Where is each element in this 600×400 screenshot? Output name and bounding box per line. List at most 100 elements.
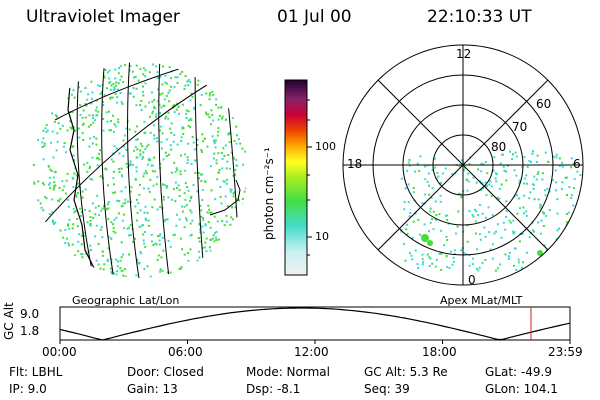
speckle bbox=[131, 70, 134, 73]
speckle bbox=[66, 237, 68, 240]
speckle bbox=[158, 243, 161, 246]
speckle bbox=[434, 200, 437, 203]
speckle bbox=[229, 190, 232, 193]
speckle bbox=[73, 96, 76, 99]
speckle bbox=[468, 162, 471, 165]
speckle bbox=[483, 226, 486, 229]
speckle bbox=[515, 194, 518, 197]
speckle bbox=[109, 129, 112, 132]
speckle bbox=[166, 218, 169, 221]
speckle bbox=[199, 173, 202, 176]
speckle bbox=[108, 77, 111, 80]
speckle bbox=[541, 211, 544, 214]
speckle bbox=[530, 161, 533, 164]
speckle bbox=[182, 127, 185, 130]
speckle bbox=[170, 148, 173, 151]
speckle bbox=[203, 137, 206, 140]
speckle bbox=[501, 153, 503, 156]
speckle bbox=[205, 92, 208, 95]
speckle bbox=[89, 224, 92, 227]
speckle bbox=[156, 71, 159, 74]
speckle bbox=[119, 78, 122, 81]
speckle bbox=[173, 161, 176, 164]
speckle bbox=[142, 239, 145, 242]
speckle bbox=[204, 180, 207, 183]
speckle bbox=[135, 219, 138, 222]
speckle bbox=[409, 212, 412, 214]
status-glat: GLat: -49.9 bbox=[485, 365, 552, 379]
speckle bbox=[201, 173, 204, 176]
speckle bbox=[190, 119, 193, 121]
speckle bbox=[52, 221, 55, 224]
speckle bbox=[215, 236, 217, 239]
speckle bbox=[514, 151, 517, 154]
speckle bbox=[553, 155, 556, 158]
speckle bbox=[99, 228, 102, 231]
speckle bbox=[132, 149, 135, 152]
speckle bbox=[129, 190, 132, 193]
speckle bbox=[193, 107, 195, 110]
speckle bbox=[480, 162, 483, 165]
speckle bbox=[113, 218, 116, 221]
speckle bbox=[142, 175, 145, 178]
speckle bbox=[168, 66, 171, 69]
speckle bbox=[219, 195, 222, 198]
speckle bbox=[151, 206, 154, 209]
speckle bbox=[558, 164, 561, 167]
lat-label-70: 70 bbox=[512, 120, 528, 134]
speckle bbox=[99, 267, 102, 270]
speckle bbox=[90, 102, 93, 105]
speckle bbox=[211, 90, 214, 93]
speckle bbox=[494, 269, 497, 272]
speckle bbox=[125, 127, 128, 130]
speckle bbox=[242, 202, 245, 205]
speckle bbox=[100, 91, 103, 93]
speckle bbox=[436, 172, 439, 174]
speckle bbox=[124, 275, 127, 278]
speckle bbox=[178, 195, 181, 198]
speckle bbox=[200, 149, 203, 151]
speckle bbox=[169, 245, 172, 248]
speckle bbox=[221, 220, 224, 223]
speckle bbox=[220, 202, 223, 205]
speckle bbox=[182, 133, 185, 135]
speckle bbox=[119, 259, 122, 262]
speckle bbox=[133, 237, 136, 240]
altitude-plot bbox=[59, 306, 571, 344]
speckle bbox=[424, 178, 427, 181]
speckle bbox=[152, 124, 155, 127]
speckle bbox=[512, 230, 515, 233]
speckle bbox=[215, 162, 218, 165]
speckle bbox=[147, 219, 150, 222]
colorbar-tick-10: 10 bbox=[315, 230, 329, 243]
speckle bbox=[97, 243, 100, 246]
status-gain: Gain: 13 bbox=[127, 382, 178, 396]
speckle bbox=[135, 166, 138, 169]
speckle bbox=[45, 130, 48, 133]
speckle bbox=[435, 258, 438, 261]
speckle bbox=[96, 194, 99, 197]
speckle bbox=[535, 178, 538, 181]
speckle bbox=[82, 139, 85, 141]
speckle bbox=[576, 213, 579, 216]
speckle bbox=[200, 209, 203, 212]
speckle bbox=[406, 223, 409, 226]
speckle bbox=[414, 170, 416, 173]
mlt-line-diag2 bbox=[377, 79, 549, 251]
speckle bbox=[479, 204, 481, 206]
speckle bbox=[508, 219, 511, 222]
speckle bbox=[54, 114, 57, 117]
speckle bbox=[572, 204, 575, 207]
speckle bbox=[110, 158, 113, 161]
speckle bbox=[79, 113, 82, 116]
speckle bbox=[532, 187, 535, 190]
speckle bbox=[461, 196, 464, 199]
speckle bbox=[515, 174, 518, 177]
speckle bbox=[174, 170, 177, 173]
speckle bbox=[500, 236, 503, 239]
geographic-image-panel bbox=[32, 62, 248, 278]
speckle bbox=[561, 165, 564, 168]
speckle bbox=[180, 140, 183, 143]
speckle bbox=[162, 198, 165, 201]
